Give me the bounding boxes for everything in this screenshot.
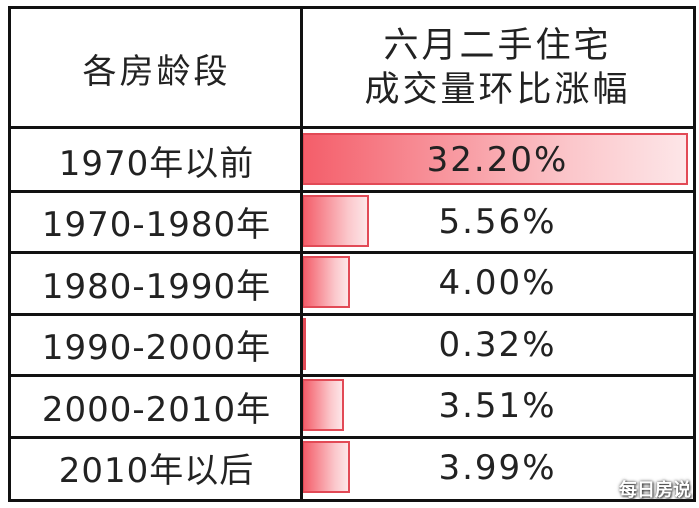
row-value-cell: 3.51% xyxy=(302,375,693,437)
row-divider xyxy=(11,189,693,193)
data-bar xyxy=(302,194,369,247)
watermark: 每日房说 xyxy=(619,480,691,501)
data-label: 5.56% xyxy=(438,201,557,242)
row-divider xyxy=(11,251,693,254)
data-label: 4.00% xyxy=(438,263,557,303)
data-label: 3.99% xyxy=(438,447,557,488)
data-bar xyxy=(302,379,345,431)
column-header-age: 各房龄段 xyxy=(82,51,231,92)
data-bar xyxy=(302,256,350,308)
row-value-cell: 4.00% xyxy=(302,252,693,314)
row-label: 1970年以前 xyxy=(58,143,255,184)
column-header-growth-line-2: 成交量环比涨幅 xyxy=(364,70,631,110)
row-label: 1990-2000年 xyxy=(41,328,272,368)
row-divider xyxy=(11,374,693,377)
data-bar xyxy=(302,133,688,185)
row-label: 1980-1990年 xyxy=(41,266,272,307)
header-divider xyxy=(11,126,693,129)
column-divider xyxy=(300,9,303,499)
row-label: 2000-2010年 xyxy=(41,389,272,430)
data-table: 各房龄段 六月二手住宅 成交量环比涨幅 1970年以前 32.20% 1970-19… xyxy=(8,6,696,502)
row-label: 1970-1980年 xyxy=(41,205,272,245)
data-label: 0.32% xyxy=(438,324,557,365)
data-label: 32.20% xyxy=(426,140,569,180)
row-divider xyxy=(11,435,693,439)
data-label: 3.51% xyxy=(438,386,557,426)
column-header-growth-line-1: 六月二手住宅 xyxy=(383,26,612,66)
row-label: 2010年以后 xyxy=(58,451,255,491)
row-value-cell: 0.32% xyxy=(302,314,693,376)
row-divider xyxy=(11,312,693,316)
row-value-cell: 32.20% xyxy=(302,129,693,191)
row-value-cell: 5.56% xyxy=(302,191,693,253)
row-value-cell: 3.99% xyxy=(302,437,693,499)
column-header-growth: 六月二手住宅 成交量环比涨幅 xyxy=(302,9,693,127)
data-bar xyxy=(302,440,350,493)
data-bar xyxy=(302,317,306,370)
